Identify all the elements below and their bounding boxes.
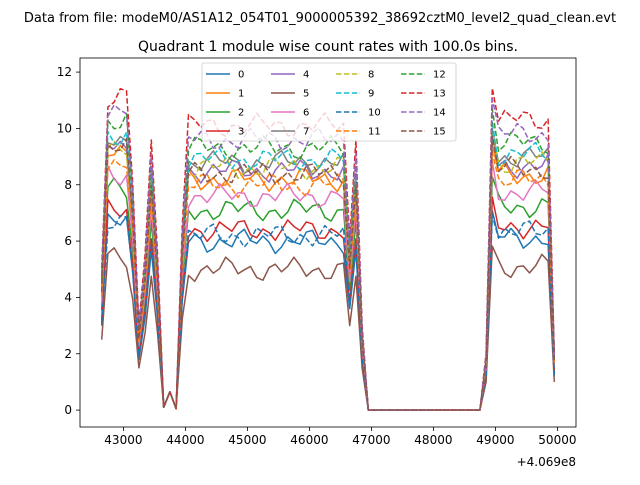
legend-label-13: 13 <box>433 89 446 100</box>
x-axis: 43000 44000 45000 46000 47000 48000 49000 50000 <box>104 427 576 447</box>
legend-label-4: 4 <box>303 70 309 81</box>
legend-label-7: 7 <box>303 127 309 138</box>
y-tick-label: 4 <box>64 290 72 304</box>
legend-box <box>201 62 457 142</box>
legend-label-3: 3 <box>238 127 244 138</box>
x-tick-label: 46000 <box>290 433 328 447</box>
x-tick-label: 43000 <box>104 433 142 447</box>
legend-label-12: 12 <box>433 70 446 81</box>
y-tick-label: 2 <box>64 347 72 361</box>
y-tick-label: 6 <box>64 234 72 248</box>
legend-label-10: 10 <box>368 108 381 119</box>
legend-label-6: 6 <box>303 108 309 119</box>
x-tick-label: 49000 <box>476 433 514 447</box>
suptitle: Data from file: modeM0/AS1A12_054T01_900… <box>24 11 616 26</box>
x-tick-label: 47000 <box>352 433 390 447</box>
x-offset-label: +4.069e8 <box>517 455 576 469</box>
x-tick-label: 44000 <box>166 433 204 447</box>
y-axis: 0 2 4 6 8 10 12 <box>57 65 80 417</box>
y-tick-label: 0 <box>64 403 72 417</box>
legend-label-9: 9 <box>368 89 374 100</box>
y-tick-label: 12 <box>57 65 72 79</box>
y-tick-label: 8 <box>64 178 72 192</box>
y-tick-label: 10 <box>57 121 72 135</box>
legend-label-15: 15 <box>433 127 446 138</box>
chart-title: Quadrant 1 module wise count rates with … <box>138 39 518 55</box>
legend-label-8: 8 <box>368 70 374 81</box>
axes-frame <box>79 57 577 428</box>
legend-label-5: 5 <box>303 89 309 100</box>
x-tick-label: 48000 <box>414 433 452 447</box>
series-line-15 <box>100 134 556 411</box>
x-tick-label: 50000 <box>538 433 576 447</box>
series-lines <box>100 87 556 411</box>
legend-label-2: 2 <box>238 108 244 119</box>
legend-label-14: 14 <box>433 108 446 119</box>
x-tick-label: 45000 <box>228 433 266 447</box>
legend-label-1: 1 <box>238 89 244 100</box>
legend-label-11: 11 <box>368 127 381 138</box>
legend-label-0: 0 <box>238 70 244 81</box>
